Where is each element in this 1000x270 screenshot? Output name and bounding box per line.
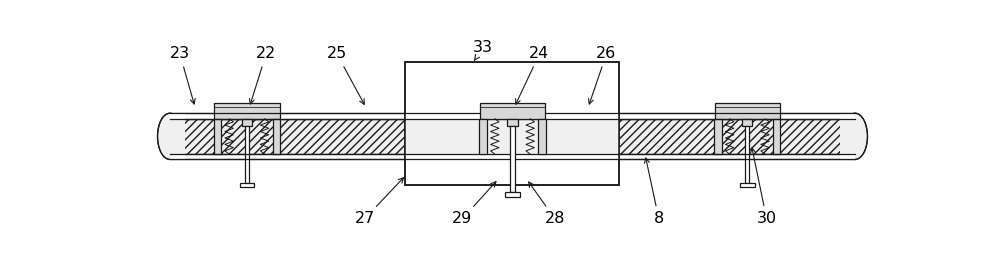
Bar xyxy=(479,119,487,154)
Bar xyxy=(505,192,520,197)
Text: 33: 33 xyxy=(473,40,493,60)
Bar xyxy=(170,113,185,160)
Text: 25: 25 xyxy=(327,46,364,104)
Text: 26: 26 xyxy=(589,46,617,104)
Bar xyxy=(405,62,619,185)
Bar xyxy=(273,119,280,154)
Bar xyxy=(405,113,619,119)
Text: 22: 22 xyxy=(249,46,276,104)
Bar xyxy=(245,126,249,183)
Ellipse shape xyxy=(158,113,182,160)
Bar xyxy=(170,113,855,119)
Text: 23: 23 xyxy=(170,46,195,104)
Bar xyxy=(405,119,619,154)
Bar xyxy=(715,103,780,119)
Bar xyxy=(214,103,280,119)
Bar xyxy=(170,119,185,154)
Bar xyxy=(840,113,855,119)
Bar xyxy=(773,119,780,154)
Bar xyxy=(170,113,185,119)
Text: 30: 30 xyxy=(751,148,777,226)
Bar xyxy=(240,183,254,187)
Text: 24: 24 xyxy=(516,46,550,104)
Bar xyxy=(214,119,221,154)
Bar xyxy=(510,126,515,192)
Bar xyxy=(170,113,185,160)
Bar xyxy=(405,154,619,160)
Bar xyxy=(170,154,185,160)
Bar xyxy=(840,154,855,160)
Bar xyxy=(840,119,855,154)
Bar xyxy=(405,62,619,185)
Bar xyxy=(745,126,749,183)
Text: 27: 27 xyxy=(355,178,403,226)
Text: 28: 28 xyxy=(529,182,565,226)
Bar xyxy=(480,103,545,119)
Bar xyxy=(538,119,546,154)
Bar xyxy=(742,119,752,126)
Text: 8: 8 xyxy=(644,158,664,226)
Bar xyxy=(840,113,855,160)
Bar xyxy=(840,113,855,160)
Bar xyxy=(507,119,518,126)
Bar xyxy=(170,119,855,154)
Bar xyxy=(242,119,252,126)
Bar xyxy=(170,154,855,160)
Bar xyxy=(714,119,722,154)
Bar xyxy=(740,183,755,187)
Text: 29: 29 xyxy=(452,182,496,226)
Ellipse shape xyxy=(843,113,867,160)
